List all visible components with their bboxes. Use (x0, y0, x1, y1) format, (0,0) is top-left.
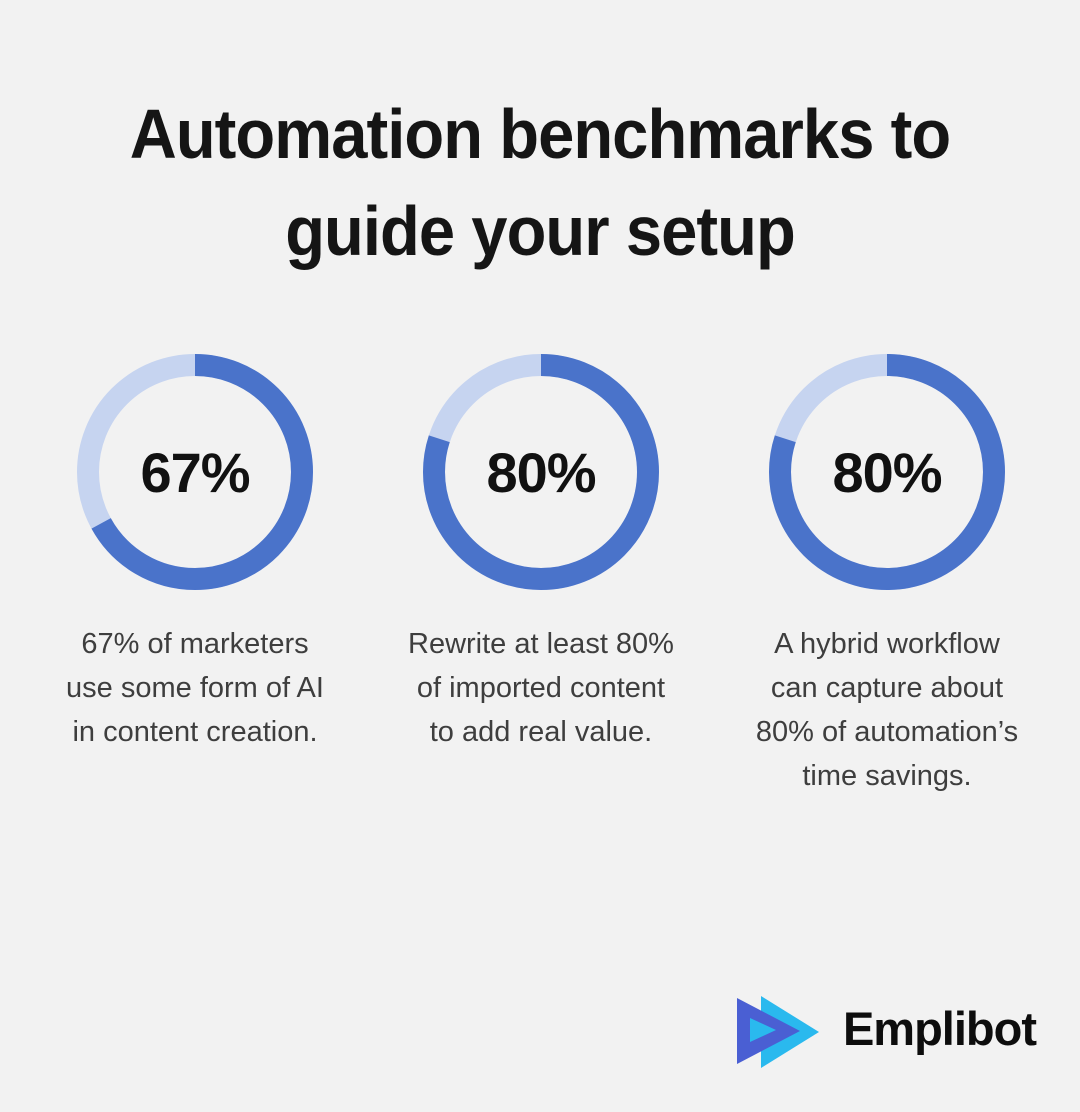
donut-chart-hybrid: 80% (767, 352, 1007, 592)
infographic-canvas: Automation benchmarks to guide your setu… (0, 86, 1080, 1068)
stats-row: 67% 67% of marketers use some form of AI… (0, 352, 1080, 798)
stat-column-ai-usage: 67% 67% of marketers use some form of AI… (22, 352, 368, 798)
page-title: Automation benchmarks to guide your setu… (129, 95, 951, 270)
stat-caption: Rewrite at least 80% of imported content… (408, 628, 674, 748)
donut-chart-ai-usage: 67% (75, 352, 315, 592)
stat-column-hybrid: 80% A hybrid workflow can capture about … (714, 352, 1060, 798)
donut-fill-arc (769, 354, 1005, 590)
stat-column-rewrite: 80% Rewrite at least 80% of imported con… (368, 352, 714, 798)
emplibot-logo: Emplibot (736, 996, 1037, 1070)
donut-ring-svg (77, 354, 313, 590)
donut-fill-arc (77, 354, 313, 590)
play-triangles-icon (736, 996, 819, 1068)
donut-fill-arc (423, 354, 659, 590)
percent-label: 80% (486, 440, 596, 504)
stat-caption: A hybrid workflow can capture about 80% … (755, 628, 1019, 792)
donut-chart-rewrite: 80% (421, 352, 661, 592)
stat-caption: 67% of marketers use some form of AI in … (66, 628, 324, 748)
percent-label: 67% (140, 440, 250, 504)
donut-ring-svg (769, 354, 1005, 590)
brand-wordmark: Emplibot (842, 1001, 1037, 1055)
percent-label: 80% (832, 440, 942, 504)
donut-ring-svg (423, 354, 659, 590)
